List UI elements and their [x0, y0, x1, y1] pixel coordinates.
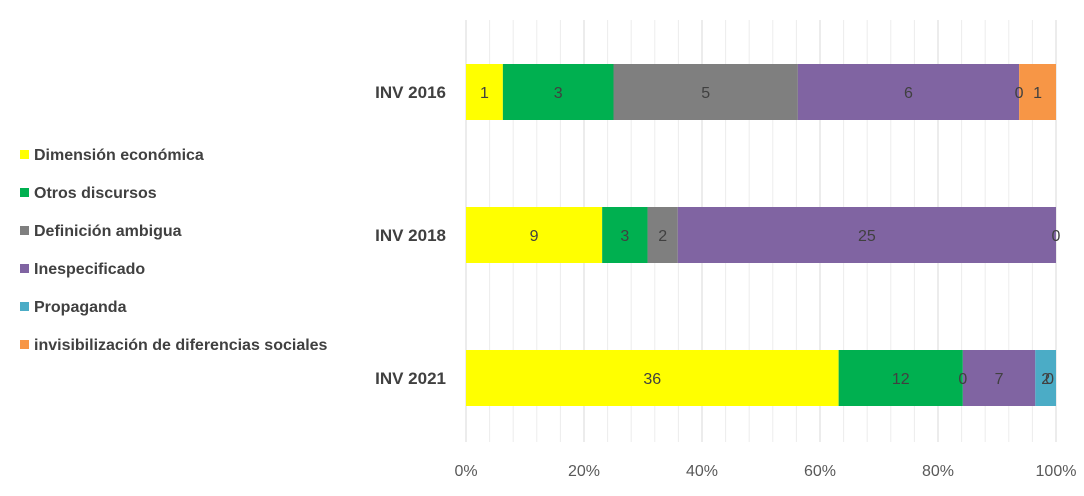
legend-swatch — [20, 226, 29, 235]
bar-segment — [677, 207, 1056, 263]
bar-data-label: 2 — [1041, 371, 1050, 388]
legend-entry: Propaganda — [34, 299, 127, 316]
category-labels: INV 2016 INV 2018 INV 2021 — [375, 83, 446, 388]
bar-data-label: 6 — [904, 85, 913, 102]
bar-data-label: 3 — [554, 85, 563, 102]
legend-swatch — [20, 188, 29, 197]
x-tick-label: 0% — [454, 463, 477, 480]
category-label: INV 2021 — [375, 369, 446, 388]
bar-data-label: 7 — [995, 371, 1004, 388]
legend: Dimensión económica Otros discursos Defini… — [20, 147, 328, 354]
bar-segment — [502, 64, 614, 120]
bar-data-label: 0 — [1052, 228, 1061, 245]
legend-entry: Otros discursos — [34, 185, 157, 202]
bar-segment — [613, 64, 798, 120]
x-tick-label: 20% — [568, 463, 600, 480]
bar-segment — [1019, 64, 1056, 120]
x-tick-label: 100% — [1036, 463, 1077, 480]
legend-entry: invisibilización de diferencias sociales — [34, 337, 328, 354]
bar-segment — [838, 350, 963, 406]
legend-swatch — [20, 264, 29, 273]
legend-entry: Inespecificado — [34, 261, 145, 278]
segment-labels: 1 3 5 6 0 19 3 2 25 036 12 0 7 20 — [480, 85, 1061, 388]
x-tick-label: 80% — [922, 463, 954, 480]
bar-segment — [466, 207, 603, 263]
category-label: INV 2016 — [375, 83, 446, 102]
bar-segment — [602, 207, 648, 263]
legend-entry: Definición ambigua — [34, 223, 182, 240]
bar-data-label: 25 — [858, 228, 876, 245]
bar-data-label: 0 — [1015, 85, 1024, 102]
bar-segment — [466, 350, 839, 406]
x-axis-ticks: 0% 20% 40% 60% 80% 100% — [454, 463, 1076, 480]
bar-data-label: 1 — [1033, 85, 1042, 102]
bar-data-label: 0 — [958, 371, 967, 388]
bar-segment — [962, 350, 1036, 406]
bar-segment — [797, 64, 1020, 120]
bar-data-label: 12 — [892, 371, 910, 388]
x-tick-label: 40% — [686, 463, 718, 480]
bar-data-label: 2 — [658, 228, 667, 245]
legend-entry: Dimensión económica — [34, 147, 204, 164]
bar-segment — [466, 64, 503, 120]
x-tick-label: 60% — [804, 463, 836, 480]
legend-swatch — [20, 340, 29, 349]
bar-data-label: 3 — [620, 228, 629, 245]
legend-swatch — [20, 150, 29, 159]
bar-segment — [647, 207, 678, 263]
bar-data-label: 5 — [701, 85, 710, 102]
bar-data-label: 36 — [643, 371, 661, 388]
category-label: INV 2018 — [375, 226, 446, 245]
bars — [466, 64, 1056, 406]
legend-swatch — [20, 302, 29, 311]
bar-segment — [1035, 350, 1056, 406]
bar-data-label: 1 — [480, 85, 489, 102]
bar-data-label: 0 — [1045, 371, 1054, 388]
bar-data-label: 9 — [530, 228, 539, 245]
